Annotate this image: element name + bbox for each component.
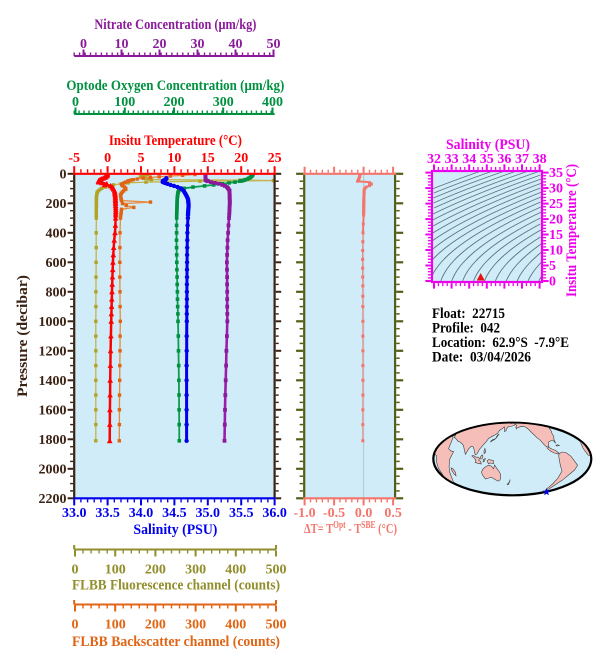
svg-text:33.5: 33.5	[95, 506, 120, 521]
svg-text:100: 100	[114, 95, 135, 110]
svg-text:25: 25	[549, 197, 563, 212]
svg-text:1800: 1800	[39, 433, 67, 448]
svg-text:34.0: 34.0	[129, 506, 154, 521]
svg-text:200: 200	[46, 197, 67, 212]
svg-text:35.0: 35.0	[196, 506, 221, 521]
svg-text:100: 100	[105, 618, 126, 633]
svg-text:400: 400	[225, 618, 246, 633]
svg-text:0.0: 0.0	[355, 506, 373, 521]
svg-text:35.5: 35.5	[229, 506, 254, 521]
svg-text:0: 0	[60, 167, 67, 182]
svg-text:35: 35	[549, 166, 563, 181]
svg-text:300: 300	[185, 563, 206, 578]
svg-text:1200: 1200	[39, 344, 67, 359]
svg-text:500: 500	[266, 563, 287, 578]
svg-text:0: 0	[72, 563, 79, 578]
svg-text:Optode Oxygen Concentration (μ: Optode Oxygen Concentration (μm/kg)	[66, 78, 284, 94]
svg-text:50: 50	[267, 37, 281, 52]
svg-text:5: 5	[549, 259, 556, 274]
svg-text:200: 200	[164, 95, 185, 110]
svg-text:34: 34	[462, 152, 476, 167]
svg-text:32: 32	[427, 152, 441, 167]
svg-text:33: 33	[445, 152, 459, 167]
svg-text:15: 15	[201, 151, 215, 166]
svg-text:400: 400	[225, 563, 246, 578]
svg-text:20: 20	[153, 37, 167, 52]
svg-text:0: 0	[549, 275, 556, 290]
svg-text:2200: 2200	[39, 492, 67, 507]
svg-text:500: 500	[266, 618, 287, 633]
svg-text:35: 35	[480, 152, 494, 167]
svg-text:36.0: 36.0	[262, 506, 287, 521]
svg-text:FLBB Backscatter channel (coun: FLBB Backscatter channel (counts)	[72, 634, 280, 650]
svg-text:-0.5: -0.5	[323, 506, 345, 521]
svg-text:Date: 03/04/2026: Date: 03/04/2026	[432, 350, 531, 366]
svg-text:Profile: 042: Profile: 042	[432, 321, 500, 337]
svg-text:2000: 2000	[39, 462, 67, 477]
svg-text:20: 20	[234, 151, 248, 166]
svg-text:Insitu Temperature (°C): Insitu Temperature (°C)	[109, 133, 242, 149]
svg-text:20: 20	[549, 213, 563, 228]
svg-text:10: 10	[167, 151, 181, 166]
svg-text:-1.0: -1.0	[294, 506, 316, 521]
svg-text:34.5: 34.5	[162, 506, 187, 521]
svg-text:30: 30	[191, 37, 205, 52]
svg-text:25: 25	[268, 151, 282, 166]
svg-text:100: 100	[105, 563, 126, 578]
svg-text:Pressure (decibar): Pressure (decibar)	[15, 275, 31, 397]
svg-text:Location: 62.9°S -7.9°E: Location: 62.9°S -7.9°E	[432, 335, 569, 351]
svg-text:0.5: 0.5	[384, 506, 402, 521]
svg-text:1400: 1400	[39, 374, 67, 389]
svg-text:38: 38	[533, 152, 547, 167]
svg-text:200: 200	[145, 618, 166, 633]
svg-text:600: 600	[46, 256, 67, 271]
svg-text:400: 400	[262, 95, 283, 110]
svg-text:Nitrate Concentration (μm/kg): Nitrate Concentration (μm/kg)	[94, 17, 256, 33]
svg-text:15: 15	[549, 228, 563, 243]
svg-text:800: 800	[46, 285, 67, 300]
svg-text:Salinity (PSU): Salinity (PSU)	[133, 522, 217, 538]
svg-text:-5: -5	[68, 151, 80, 166]
svg-text:1600: 1600	[39, 403, 67, 418]
svg-text:400: 400	[46, 226, 67, 241]
svg-text:Insitu Temperature (°C): Insitu Temperature (°C)	[564, 164, 580, 297]
svg-text:300: 300	[213, 95, 234, 110]
svg-text:33.0: 33.0	[62, 506, 87, 521]
svg-text:1000: 1000	[39, 315, 67, 330]
svg-text:10: 10	[115, 37, 129, 52]
svg-text:5: 5	[138, 151, 145, 166]
svg-text:0: 0	[104, 151, 111, 166]
svg-text:36: 36	[497, 152, 511, 167]
svg-text:200: 200	[145, 563, 166, 578]
svg-text:0: 0	[72, 618, 79, 633]
svg-text:ΔT= TOpt - TSBE (°C): ΔT= TOpt - TSBE (°C)	[304, 520, 397, 537]
svg-text:10: 10	[549, 244, 563, 259]
svg-text:30: 30	[549, 182, 563, 197]
svg-text:FLBB Fluorescence channel (cou: FLBB Fluorescence channel (counts)	[72, 578, 280, 594]
svg-text:300: 300	[185, 618, 206, 633]
svg-text:0: 0	[80, 37, 87, 52]
svg-text:37: 37	[515, 152, 529, 167]
svg-text:40: 40	[229, 37, 243, 52]
svg-text:Salinity (PSU): Salinity (PSU)	[446, 137, 530, 153]
svg-text:Float: 22715: Float: 22715	[432, 306, 505, 322]
svg-text:0: 0	[72, 95, 79, 110]
